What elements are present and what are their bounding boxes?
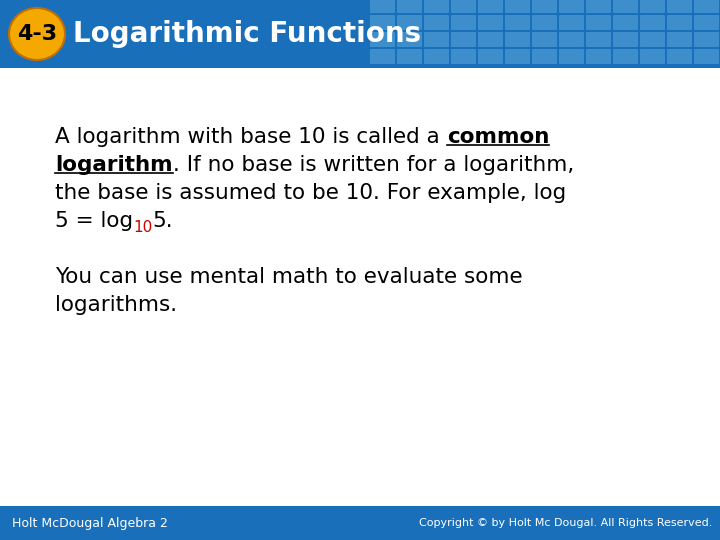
Ellipse shape	[9, 8, 65, 60]
Bar	[532, 0, 556, 12]
Bar	[694, 49, 718, 63]
Text: 5 = log: 5 = log	[55, 211, 133, 231]
Bar	[370, 15, 394, 29]
Text: Holt McDougal Algebra 2: Holt McDougal Algebra 2	[12, 516, 168, 530]
Bar	[532, 49, 556, 63]
Bar	[397, 0, 421, 12]
Bar	[505, 15, 529, 29]
Bar	[586, 49, 610, 63]
Bar	[667, 0, 691, 12]
Text: Copyright © by Holt Mc Dougal. All Rights Reserved.: Copyright © by Holt Mc Dougal. All Right…	[418, 518, 712, 528]
Bar	[613, 15, 637, 29]
Bar	[532, 15, 556, 29]
Bar	[667, 15, 691, 29]
Text: the base is assumed to be 10. For example, log: the base is assumed to be 10. For exampl…	[55, 183, 566, 203]
Text: Logarithmic Functions: Logarithmic Functions	[73, 20, 421, 48]
Bar	[478, 49, 502, 63]
Bar	[451, 0, 475, 12]
Bar	[424, 0, 448, 12]
Bar	[532, 32, 556, 46]
Bar	[613, 49, 637, 63]
Bar	[640, 0, 664, 12]
Text: . If no base is written for a logarithm,: . If no base is written for a logarithm,	[173, 155, 574, 175]
Bar	[424, 49, 448, 63]
Bar	[613, 32, 637, 46]
Bar	[505, 0, 529, 12]
Bar	[478, 32, 502, 46]
Bar	[451, 49, 475, 63]
Bar	[370, 0, 394, 12]
Bar	[694, 32, 718, 46]
Bar	[451, 32, 475, 46]
Text: 4-3: 4-3	[17, 24, 57, 44]
Bar	[640, 49, 664, 63]
Bar	[0, 0, 720, 68]
Bar	[559, 49, 583, 63]
Bar	[424, 15, 448, 29]
Text: common: common	[446, 127, 549, 147]
Bar	[640, 32, 664, 46]
Text: You can use mental math to evaluate some: You can use mental math to evaluate some	[55, 267, 523, 287]
Bar	[478, 0, 502, 12]
Bar	[559, 32, 583, 46]
Text: logarithms.: logarithms.	[55, 295, 177, 315]
Bar	[613, 0, 637, 12]
Bar	[397, 32, 421, 46]
Bar	[694, 15, 718, 29]
Bar	[667, 49, 691, 63]
Bar	[451, 15, 475, 29]
Text: logarithm: logarithm	[55, 155, 173, 175]
Bar	[586, 32, 610, 46]
Text: A logarithm with base 10 is called a: A logarithm with base 10 is called a	[55, 127, 446, 147]
Bar	[586, 0, 610, 12]
Bar	[694, 0, 718, 12]
Bar	[424, 32, 448, 46]
Bar	[397, 49, 421, 63]
Bar	[370, 32, 394, 46]
Text: 10: 10	[133, 220, 153, 235]
Bar	[586, 15, 610, 29]
Bar	[0, 506, 720, 540]
Bar	[397, 15, 421, 29]
Bar	[667, 32, 691, 46]
Bar	[559, 0, 583, 12]
Bar	[370, 49, 394, 63]
Bar	[559, 15, 583, 29]
Bar	[505, 49, 529, 63]
Bar	[505, 32, 529, 46]
Text: 5.: 5.	[153, 211, 173, 231]
Bar	[640, 15, 664, 29]
Bar	[478, 15, 502, 29]
